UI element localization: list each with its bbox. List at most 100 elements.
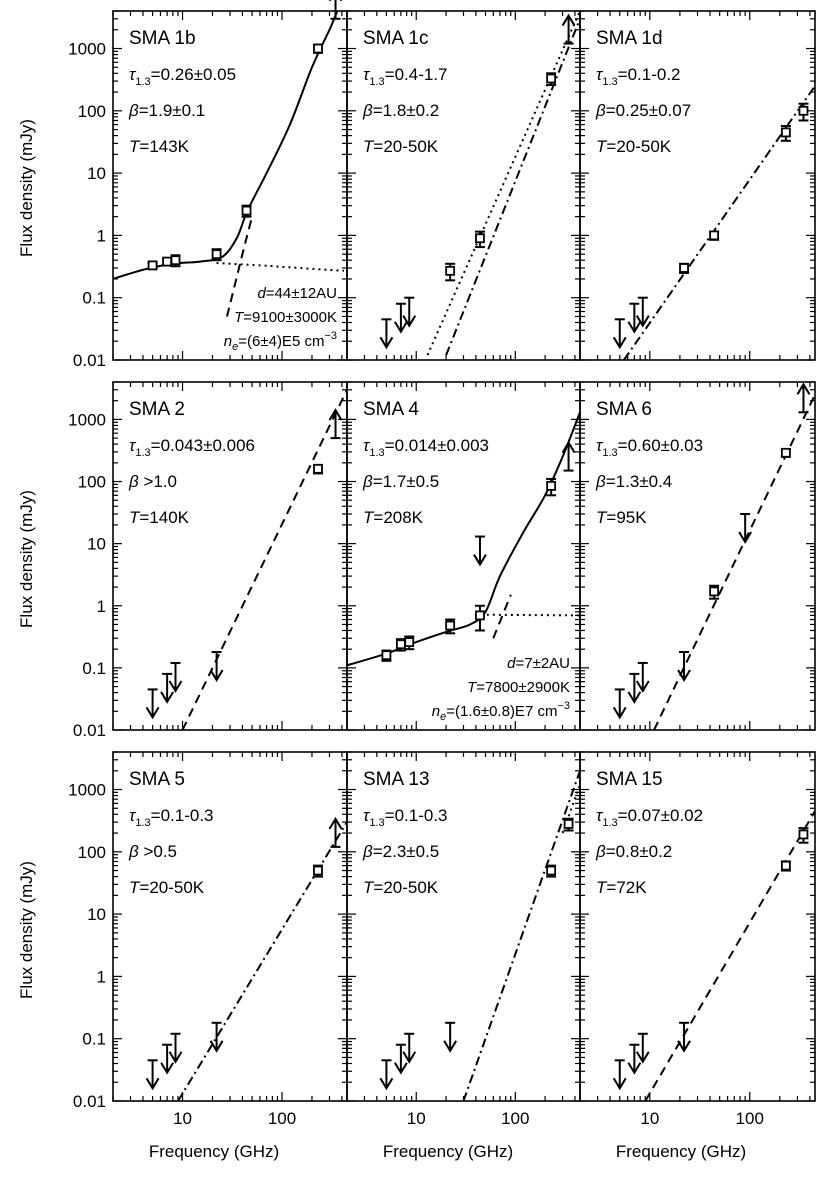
data-point: [147, 260, 158, 271]
model-curves: [113, 11, 345, 317]
panel-param: τ1.3=0.07±0.02: [596, 806, 703, 829]
panel-param: τ1.3=0.043±0.006: [129, 436, 255, 459]
upper-limit-arrow: [677, 651, 691, 682]
panel-title: SMA 1d: [596, 28, 663, 49]
model-curves: [644, 810, 815, 1101]
upper-limit-arrow: [145, 688, 160, 720]
panel-param: β=1.9±0.1: [128, 101, 205, 120]
panel-title: SMA 13: [363, 769, 430, 790]
x-tick-label: 10: [407, 1109, 426, 1128]
panel-annotation: T=9100±3000K: [234, 309, 337, 326]
upper-limit-arrow: [209, 1021, 224, 1053]
data-point: [241, 204, 252, 218]
data-point: [313, 864, 324, 878]
curve-dotted: [561, 784, 580, 834]
y-tick-label: 10: [87, 535, 106, 554]
data-point: [709, 584, 720, 600]
panel-sma-2: 0.01 0.1 1 10 100 1000 SMA 2 τ1.3=0.043±0.006 β …: [68, 381, 348, 740]
panel-frame: [346, 751, 581, 1102]
panel-param: T=72K: [596, 878, 647, 897]
y-tick-label: 0.01: [73, 351, 106, 370]
upper-limit-arrow: [145, 1059, 160, 1091]
y-tick-label: 0.01: [73, 721, 106, 740]
panel-title: SMA 6: [596, 399, 652, 420]
y-axis-label-row-2: Flux density (mJy): [17, 490, 36, 628]
panel-annotation: ne=(1.6±0.8)E7 cm−3: [432, 700, 570, 723]
upper-limit-arrow: [443, 1021, 458, 1053]
panel-param: T=20-50K: [596, 137, 672, 156]
panel-title: SMA 2: [129, 399, 185, 420]
data-point: [474, 230, 485, 249]
curve-dashed: [492, 594, 512, 639]
data-point: [780, 860, 791, 872]
y-tick-label: 1000: [68, 410, 106, 429]
data-point: [780, 447, 791, 458]
panel-param: τ1.3=0.1-0.3: [129, 806, 214, 829]
upper-limit-arrow: [635, 1032, 650, 1064]
panel-annotation: T=7800±2900K: [467, 679, 570, 696]
panel-title: SMA 5: [129, 769, 185, 790]
panel-param: β=1.3±0.4: [595, 472, 672, 491]
panel-param: τ1.3=0.014±0.003: [363, 436, 489, 459]
y-tick-label: 0.1: [82, 289, 106, 308]
panel-param: T=95K: [596, 508, 647, 527]
y-tick-label: 1000: [68, 40, 106, 59]
upper-limit-arrow: [379, 318, 394, 350]
panel-annotation: ne=(6±4)E5 cm−3: [224, 330, 337, 353]
upper-limit-arrow: [402, 1032, 417, 1064]
upper-limit-arrow: [379, 1059, 394, 1091]
model-curves: [462, 770, 580, 1101]
data-point: [709, 230, 720, 241]
upper-limit-arrow: [394, 302, 408, 334]
panel-param: β >1.0: [128, 472, 177, 491]
panel-sma-6: SMA 6 τ1.3=0.60±0.03 β=1.3±0.4 T=95K: [579, 381, 816, 731]
y-axis-label-row-1: Flux density (mJy): [17, 119, 36, 257]
data-point: [445, 262, 456, 282]
upper-limit-arrow: [160, 1043, 174, 1075]
upper-limit-arrow: [473, 535, 487, 567]
y-axis-label-row-3: Flux density (mJy): [17, 861, 36, 999]
data-point: [404, 635, 415, 651]
lower-limit-arrow: [328, 816, 343, 848]
data-point: [313, 463, 324, 475]
data-point: [474, 604, 485, 632]
curve-dashed: [226, 216, 254, 317]
curve-dashed: [181, 389, 347, 730]
upper-limit-arrow: [612, 688, 627, 720]
y-tick-label: 0.1: [82, 1030, 106, 1049]
panel-frame: [112, 751, 348, 1102]
data-point: [798, 102, 809, 122]
curve-dashdot: [177, 821, 347, 1101]
upper-limit-arrow: [627, 302, 642, 334]
panel-title: SMA 1c: [363, 28, 428, 49]
panel-param: T=143K: [129, 137, 190, 156]
x-axis-label-col-2: Frequency (GHz): [382, 1142, 514, 1161]
panel-frame: [579, 10, 816, 361]
data-point: [546, 477, 557, 497]
upper-limit-arrow: [627, 672, 642, 704]
curve-dashed: [644, 810, 815, 1101]
lower-limit-arrow: [328, 0, 343, 20]
panel-param: T=20-50K: [129, 878, 205, 897]
curve-dotted: [216, 262, 345, 272]
upper-limit-arrow: [738, 513, 753, 544]
panel-sma-15: 10 100 SMA 15 τ1.3=0.07±0.02 β=0.8±0.2 T=72K: [579, 751, 816, 1128]
x-tick-label: 100: [501, 1109, 529, 1128]
panel-param: τ1.3=0.60±0.03: [596, 436, 703, 459]
upper-limit-arrow: [168, 1032, 183, 1064]
data-point: [780, 125, 791, 142]
data-point: [381, 649, 392, 662]
data-point: [313, 43, 324, 54]
panel-param: T=140K: [129, 508, 190, 527]
y-tick-label: 100: [78, 102, 106, 121]
upper-limit-arrow: [612, 318, 627, 350]
lower-limit-arrow: [328, 408, 343, 440]
curve-dotted: [480, 613, 580, 617]
upper-limit-arrow: [627, 1043, 642, 1075]
panel-param: τ1.3=0.1-0.3: [363, 806, 448, 829]
panel-param: β >0.5: [128, 842, 177, 861]
data-point: [211, 248, 222, 262]
data-point: [679, 262, 690, 274]
data-point: [170, 254, 181, 268]
